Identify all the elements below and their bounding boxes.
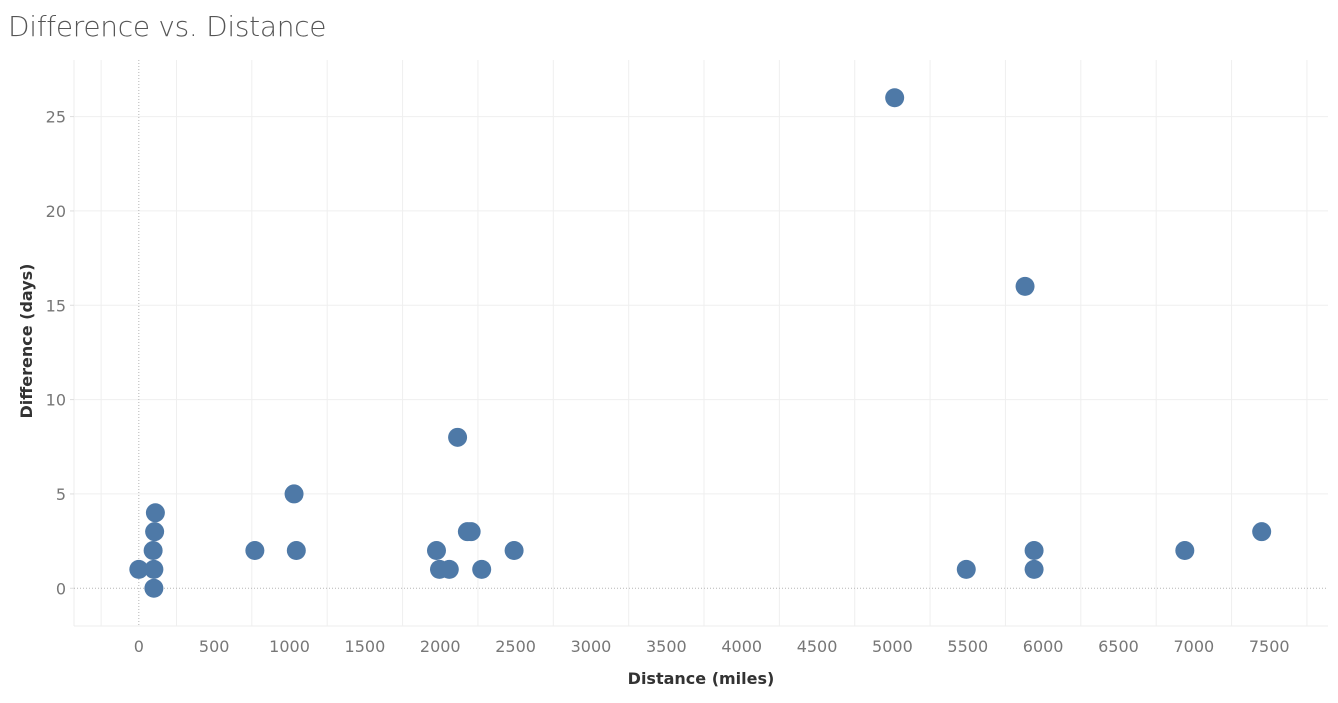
x-tick-label: 0 (134, 637, 144, 656)
y-tick-label: 25 (46, 108, 66, 127)
scatter-point[interactable] (143, 541, 163, 561)
x-tick-label: 2000 (420, 637, 461, 656)
x-axis-title: Distance (miles) (628, 669, 775, 688)
x-tick-label: 6500 (1098, 637, 1139, 656)
scatter-point[interactable] (885, 88, 905, 108)
y-tick-label: 5 (56, 485, 66, 504)
scatter-point[interactable] (286, 541, 306, 561)
scatter-point[interactable] (461, 522, 481, 542)
scatter-point[interactable] (1024, 559, 1044, 579)
scatter-point[interactable] (1252, 522, 1272, 542)
y-tick-label: 15 (46, 296, 66, 315)
scatter-point[interactable] (145, 503, 165, 523)
y-tick-label: 20 (46, 202, 66, 221)
scatter-point[interactable] (448, 427, 468, 447)
x-tick-label: 2500 (495, 637, 536, 656)
x-tick-label: 4500 (797, 637, 838, 656)
x-tick-label: 5500 (947, 637, 988, 656)
x-tick-label: 1500 (345, 637, 386, 656)
data-points (129, 88, 1272, 598)
scatter-point[interactable] (129, 559, 149, 579)
x-tick-label: 5000 (872, 637, 913, 656)
x-tick-label: 6000 (1023, 637, 1064, 656)
x-tick-label: 1000 (269, 637, 310, 656)
x-tick-label: 3000 (571, 637, 612, 656)
x-axis-ticks: 0 500 1000 1500 2000 2500 3000 3500 4000 4500 5000… (134, 637, 1290, 656)
scatter-point[interactable] (1015, 276, 1035, 296)
scatter-point[interactable] (426, 541, 446, 561)
y-tick-label: 0 (56, 579, 66, 598)
scatter-point[interactable] (1175, 541, 1195, 561)
y-axis-title: Difference (days) (17, 264, 36, 419)
chart-title: Difference vs. Distance (8, 10, 327, 43)
y-axis-ticks: 0 5 10 15 20 25 (46, 108, 74, 598)
scatter-point[interactable] (144, 559, 164, 579)
x-tick-label: 4000 (721, 637, 762, 656)
y-tick-label: 10 (46, 391, 66, 410)
grid (73, 60, 1328, 627)
scatter-point[interactable] (956, 559, 976, 579)
scatter-point[interactable] (472, 559, 492, 579)
scatter-point[interactable] (245, 541, 265, 561)
x-tick-label: 7000 (1173, 637, 1214, 656)
scatter-point[interactable] (504, 541, 524, 561)
scatter-point[interactable] (145, 522, 165, 542)
scatter-point[interactable] (284, 484, 304, 504)
x-tick-label: 500 (199, 637, 230, 656)
scatter-point[interactable] (144, 578, 164, 598)
zero-lines (74, 60, 1328, 626)
scatter-point[interactable] (1024, 541, 1044, 561)
scatter-point[interactable] (439, 559, 459, 579)
x-tick-label: 7500 (1249, 637, 1290, 656)
x-tick-label: 3500 (646, 637, 687, 656)
